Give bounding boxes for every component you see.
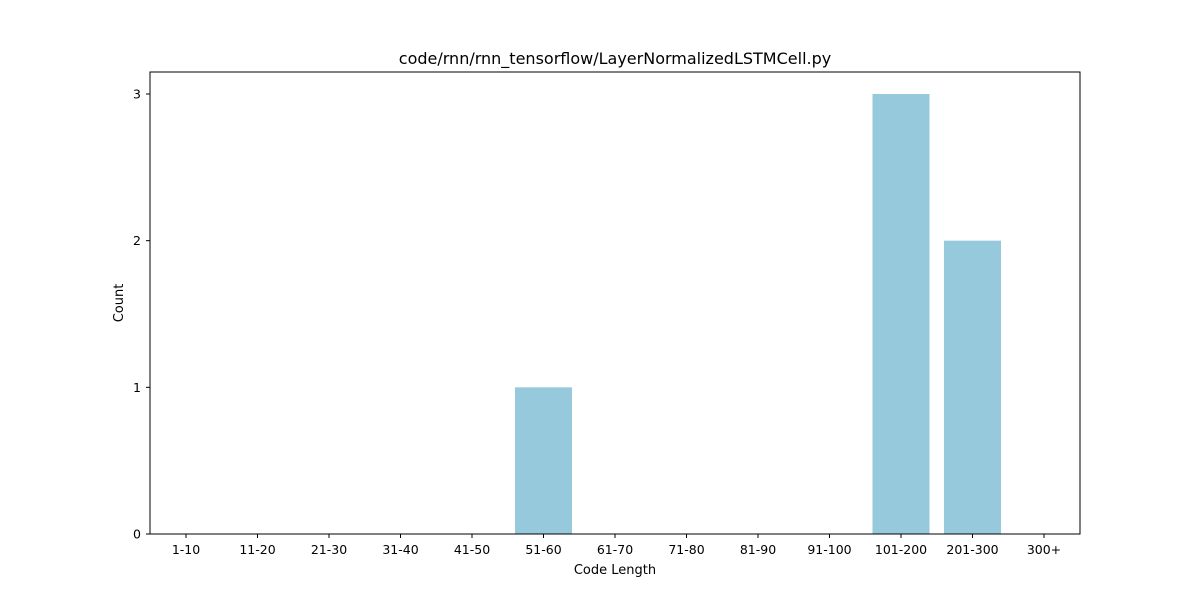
x-tick-label: 51-60 bbox=[525, 542, 561, 557]
y-tick-label: 0 bbox=[133, 527, 141, 542]
x-tick-label: 31-40 bbox=[382, 542, 418, 557]
x-tick-label: 300+ bbox=[1027, 542, 1061, 557]
bars-group bbox=[515, 94, 1001, 534]
x-tick-label: 81-90 bbox=[740, 542, 776, 557]
x-tick-label: 21-30 bbox=[311, 542, 347, 557]
x-axis-label: Code Length bbox=[574, 563, 656, 578]
x-tick-label: 71-80 bbox=[668, 542, 704, 557]
y-axis-ticks: 0 1 2 3 bbox=[133, 87, 150, 542]
x-tick-label: 41-50 bbox=[454, 542, 490, 557]
y-axis-label: Count bbox=[112, 284, 127, 323]
y-tick-label: 1 bbox=[133, 380, 141, 395]
chart-title: code/rnn/rnn_tensorflow/LayerNormalizedL… bbox=[399, 49, 831, 69]
x-tick-label: 61-70 bbox=[597, 542, 633, 557]
x-tick-label: 201-300 bbox=[946, 542, 998, 557]
y-tick-label: 2 bbox=[133, 233, 141, 248]
bar-51-60 bbox=[515, 387, 572, 534]
bar-201-300 bbox=[944, 240, 1001, 534]
x-tick-label: 101-200 bbox=[875, 542, 927, 557]
bar-101-200 bbox=[872, 94, 930, 534]
x-axis-ticks: 1-10 11-20 21-30 31-40 41-50 51-60 61-70 71-80 8… bbox=[172, 534, 1061, 557]
x-tick-label: 11-20 bbox=[239, 542, 275, 557]
x-tick-label: 1-10 bbox=[172, 542, 200, 557]
y-tick-label: 3 bbox=[133, 87, 141, 102]
plot-frame bbox=[149, 71, 1081, 535]
x-tick-label: 91-100 bbox=[807, 542, 851, 557]
